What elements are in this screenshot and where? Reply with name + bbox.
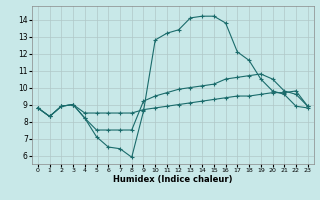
X-axis label: Humidex (Indice chaleur): Humidex (Indice chaleur) xyxy=(113,175,233,184)
